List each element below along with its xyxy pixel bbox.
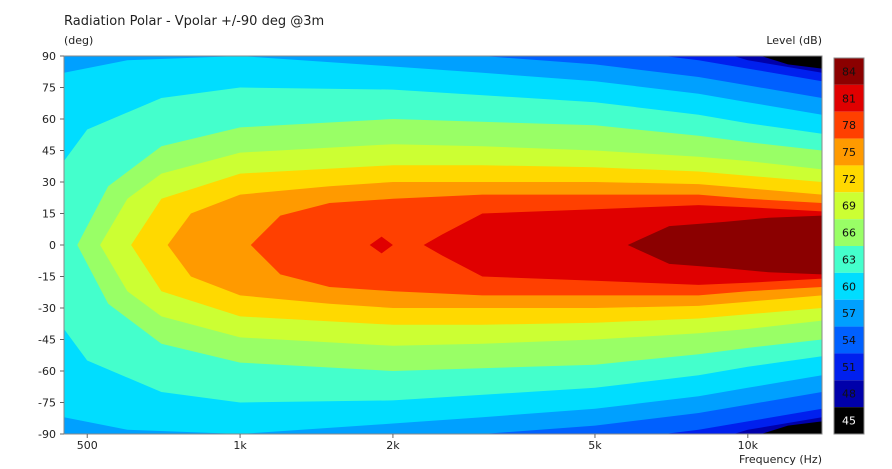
colorbar-swatch bbox=[834, 380, 864, 408]
colorbar-swatch bbox=[834, 272, 864, 300]
y-tick-label: 0 bbox=[49, 239, 56, 252]
y-tick-label: -45 bbox=[38, 334, 56, 347]
y-tick-label: 30 bbox=[42, 176, 56, 189]
colorbar-label-value: 57 bbox=[842, 307, 856, 320]
y-tick-label: 75 bbox=[42, 82, 56, 95]
colorbar-label-value: 48 bbox=[842, 388, 856, 401]
x-tick-label: 2k bbox=[386, 439, 400, 452]
colorbar-label-value: 60 bbox=[842, 280, 856, 293]
colorbar-label-value: 51 bbox=[842, 361, 856, 374]
colorbar-label-value: 81 bbox=[842, 92, 856, 105]
contour-bands bbox=[64, 56, 822, 434]
colorbar-label-value: 69 bbox=[842, 200, 856, 213]
colorbar-label-value: 84 bbox=[842, 65, 856, 78]
colorbar-label-value: 78 bbox=[842, 119, 856, 132]
band-84db bbox=[627, 215, 822, 275]
y-tick-label: 45 bbox=[42, 145, 56, 158]
colorbar-swatch bbox=[834, 219, 864, 246]
colorbar-swatch bbox=[834, 246, 864, 273]
colorbar-label-value: 63 bbox=[842, 253, 856, 266]
colorbar-swatch bbox=[834, 192, 864, 220]
y-axis-label: (deg) bbox=[64, 34, 93, 47]
colorbar-frame bbox=[833, 57, 865, 435]
colorbar-label-value: 75 bbox=[842, 146, 856, 159]
y-tick-label: 15 bbox=[42, 208, 56, 221]
colorbar-swatch bbox=[834, 111, 864, 139]
x-tick-label: 500 bbox=[77, 439, 98, 452]
colorbar-label: Level (dB) bbox=[766, 34, 822, 47]
x-tick-label: 5k bbox=[588, 439, 602, 452]
x-tick-label: 10k bbox=[738, 439, 759, 452]
colorbar-swatch bbox=[834, 407, 864, 434]
chart-title: Radiation Polar - Vpolar +/-90 deg @3m bbox=[64, 14, 324, 29]
colorbar-swatch bbox=[834, 353, 864, 381]
colorbar-swatch bbox=[834, 326, 864, 354]
x-tick-label: 1k bbox=[233, 439, 247, 452]
colorbar-swatch bbox=[834, 299, 864, 327]
y-tick-label: -15 bbox=[38, 271, 56, 284]
y-tick-label: 90 bbox=[42, 50, 56, 63]
colorbar-swatch bbox=[834, 84, 864, 112]
colorbar-swatch bbox=[834, 138, 864, 166]
y-tick-label: -60 bbox=[38, 365, 56, 378]
y-tick-label: -90 bbox=[38, 428, 56, 441]
colorbar: 84 81 78 75 72 69 66 63 60 57 54 51 48 45 bbox=[833, 57, 865, 435]
x-axis-ticks: 500 1k 2k 5k 10k bbox=[77, 434, 759, 452]
y-tick-label: -30 bbox=[38, 302, 56, 315]
colorbar-label-value: 72 bbox=[842, 173, 856, 186]
y-tick-label: 60 bbox=[42, 113, 56, 126]
colorbar-swatch bbox=[834, 58, 864, 85]
x-axis-label: Frequency (Hz) bbox=[739, 453, 822, 466]
colorbar-swatch bbox=[834, 165, 864, 193]
colorbar-label-value: 45 bbox=[842, 415, 856, 428]
colorbar-label-value: 54 bbox=[842, 334, 856, 347]
colorbar-label-value: 66 bbox=[842, 227, 856, 240]
y-axis-ticks: 90 75 60 45 30 15 0 -15 -30 -45 -60 -75 -90 bbox=[38, 50, 64, 441]
y-tick-label: -75 bbox=[38, 397, 56, 410]
